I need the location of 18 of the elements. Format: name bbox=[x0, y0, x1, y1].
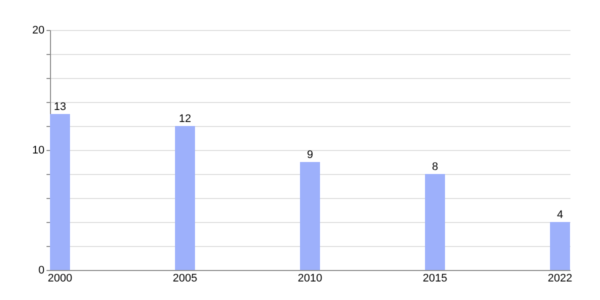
x-tick-label: 2010 bbox=[298, 272, 322, 284]
bar bbox=[300, 162, 320, 270]
bar bbox=[175, 126, 195, 270]
bar bbox=[425, 174, 445, 270]
x-tick-label: 2005 bbox=[172, 272, 198, 284]
x-tick-label: 2015 bbox=[422, 272, 448, 284]
data-label: 13 bbox=[54, 101, 66, 113]
y-tick-label: 10 bbox=[32, 144, 44, 156]
data-label: 4 bbox=[556, 209, 564, 221]
x-tick-label: 2022 bbox=[548, 272, 572, 284]
bar bbox=[550, 222, 570, 270]
bar bbox=[50, 114, 70, 270]
data-label: 9 bbox=[306, 149, 314, 161]
y-tick-label: 20 bbox=[32, 24, 44, 36]
y-tick-label: 0 bbox=[38, 264, 44, 276]
data-label: 12 bbox=[178, 113, 192, 125]
x-tick-label: 2000 bbox=[48, 272, 72, 284]
data-label: 8 bbox=[432, 161, 438, 173]
